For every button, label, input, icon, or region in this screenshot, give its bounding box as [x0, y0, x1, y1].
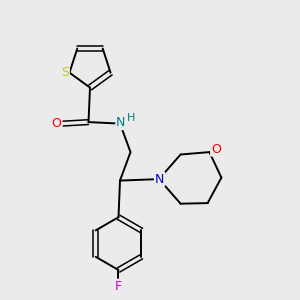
Text: H: H [127, 113, 136, 123]
Text: O: O [52, 117, 61, 130]
Text: F: F [115, 280, 122, 293]
Text: O: O [211, 142, 221, 156]
Text: S: S [61, 66, 69, 79]
Text: N: N [155, 172, 164, 186]
Text: N: N [116, 116, 126, 129]
